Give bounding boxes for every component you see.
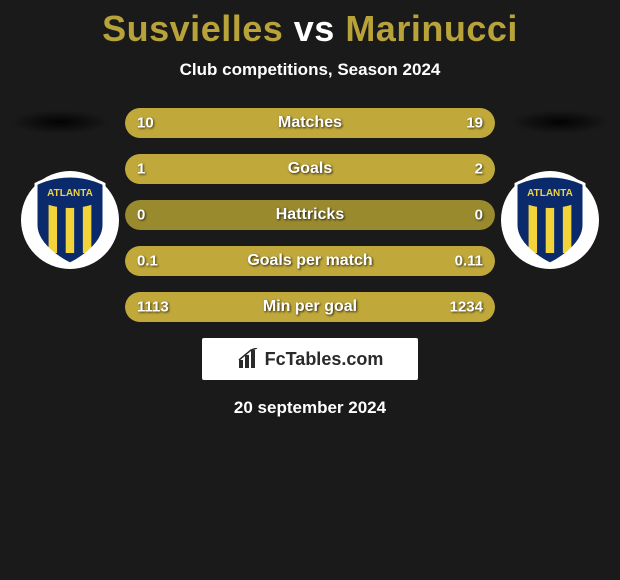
stat-label: Min per goal bbox=[125, 298, 495, 316]
brand-text: FcTables.com bbox=[265, 349, 384, 370]
svg-text:ATLANTA: ATLANTA bbox=[527, 188, 573, 199]
stat-row: 00Hattricks bbox=[125, 200, 495, 230]
club-badge-right: ATLANTA bbox=[500, 170, 600, 270]
shadow-right bbox=[510, 110, 610, 134]
comparison-card: Susvielles vs Marinucci Club competition… bbox=[0, 0, 620, 418]
brand-box: FcTables.com bbox=[202, 338, 418, 380]
stat-label: Goals per match bbox=[125, 252, 495, 270]
player2-name: Marinucci bbox=[345, 8, 518, 49]
stat-label: Hattricks bbox=[125, 206, 495, 224]
stats-area: ATLANTA ATLANTA 1019Matches 12Goals 00Hatt… bbox=[0, 108, 620, 322]
vs-separator: vs bbox=[283, 8, 345, 49]
stat-label: Matches bbox=[125, 114, 495, 132]
shadow-left bbox=[10, 110, 110, 134]
stat-row: 12Goals bbox=[125, 154, 495, 184]
page-title: Susvielles vs Marinucci bbox=[0, 0, 620, 50]
subtitle: Club competitions, Season 2024 bbox=[0, 60, 620, 80]
stat-row: 1019Matches bbox=[125, 108, 495, 138]
date-line: 20 september 2024 bbox=[0, 398, 620, 418]
stat-label: Goals bbox=[125, 160, 495, 178]
stat-bars: 1019Matches 12Goals 00Hattricks 0.10.11Goal… bbox=[125, 108, 495, 322]
stat-row: 0.10.11Goals per match bbox=[125, 246, 495, 276]
svg-text:ATLANTA: ATLANTA bbox=[47, 188, 93, 199]
player1-name: Susvielles bbox=[102, 8, 283, 49]
stat-row: 11131234Min per goal bbox=[125, 292, 495, 322]
club-badge-left: ATLANTA bbox=[20, 170, 120, 270]
chart-icon bbox=[237, 348, 259, 370]
